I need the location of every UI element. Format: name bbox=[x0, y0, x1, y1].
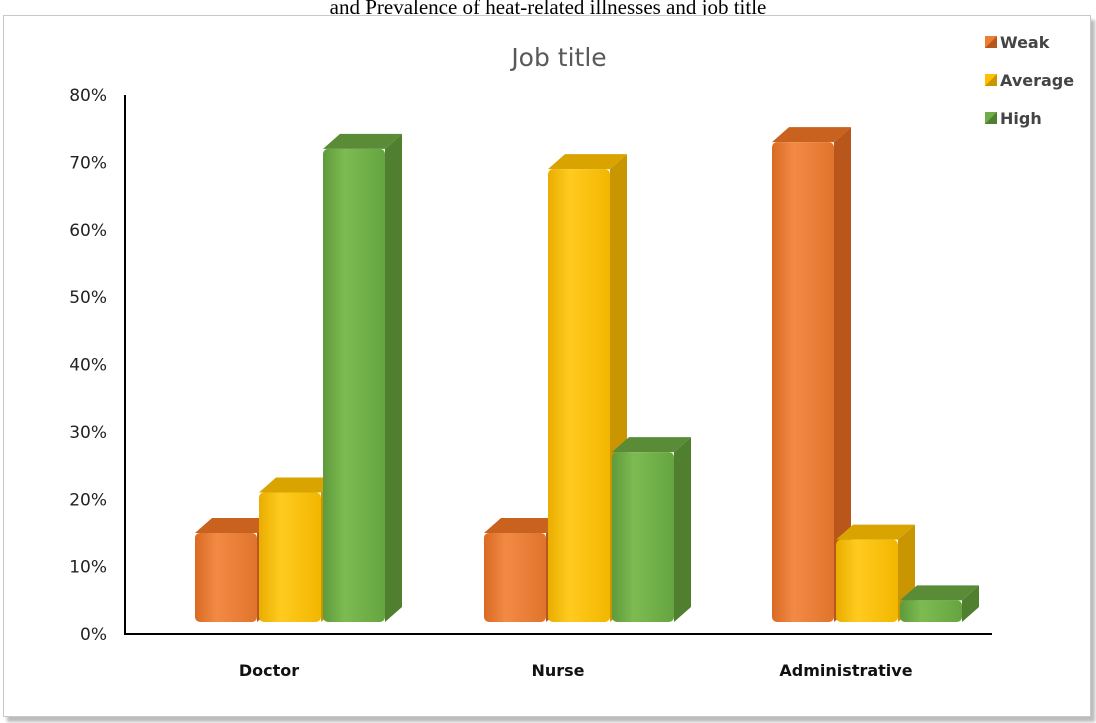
y-tick-label: 70% bbox=[69, 153, 107, 173]
y-tick-label: 30% bbox=[69, 423, 107, 443]
bar-high-administrative bbox=[900, 585, 979, 622]
bar-side bbox=[385, 133, 402, 622]
bar-front bbox=[323, 148, 385, 622]
axes bbox=[124, 95, 992, 635]
legend: Weak Average High bbox=[985, 33, 1074, 128]
bar-top bbox=[548, 154, 627, 170]
legend-swatch-shade bbox=[985, 36, 997, 48]
legend-swatch-shade bbox=[985, 74, 997, 86]
y-axis-ticks: 0% 10% 20% 30% 40% 50% 60% 70% 80% bbox=[69, 86, 107, 645]
bar-front bbox=[548, 169, 610, 623]
legend-item-high: High bbox=[985, 109, 1042, 128]
bar-top bbox=[836, 524, 915, 540]
y-tick-label: 0% bbox=[80, 625, 107, 645]
y-tick-label: 80% bbox=[69, 86, 107, 106]
bar-front bbox=[259, 492, 321, 622]
bar-high-nurse bbox=[612, 437, 691, 622]
legend-label: Weak bbox=[1000, 33, 1050, 52]
bar-side bbox=[962, 585, 979, 622]
bar-weak-administrative bbox=[772, 127, 851, 622]
x-axis-ticks: Doctor Nurse Administrative bbox=[239, 661, 913, 680]
bar-side bbox=[834, 127, 851, 622]
x-tick-label: Doctor bbox=[239, 661, 299, 680]
chart-title: Job title bbox=[509, 43, 606, 72]
legend-label: High bbox=[1000, 109, 1042, 128]
bar-top bbox=[484, 517, 563, 533]
legend-item-weak: Weak bbox=[985, 33, 1050, 52]
y-tick-label: 50% bbox=[69, 288, 107, 308]
bar-front bbox=[836, 539, 898, 622]
figure-caption: and Prevalence of heat-related illnesses… bbox=[329, 0, 767, 19]
x-tick-label: Nurse bbox=[531, 661, 584, 680]
legend-item-average: Average bbox=[985, 71, 1074, 90]
y-tick-label: 40% bbox=[69, 356, 107, 376]
x-tick-label: Administrative bbox=[779, 661, 912, 680]
bars bbox=[195, 127, 979, 623]
bar-top bbox=[259, 477, 338, 493]
bar-top bbox=[612, 437, 691, 453]
y-tick-label: 60% bbox=[69, 221, 107, 241]
bar-front bbox=[772, 142, 834, 622]
legend-swatch-shade bbox=[985, 112, 997, 124]
bar-front bbox=[900, 600, 962, 622]
y-tick-label: 20% bbox=[69, 490, 107, 510]
bar-top bbox=[900, 585, 979, 601]
y-tick-label: 10% bbox=[69, 558, 107, 578]
bar-high-doctor bbox=[323, 133, 402, 622]
bar-average-administrative bbox=[836, 524, 915, 622]
bar-front bbox=[612, 452, 674, 622]
bar-top bbox=[195, 517, 274, 533]
bar-front bbox=[195, 532, 257, 622]
bar-top bbox=[323, 133, 402, 149]
bar-front bbox=[484, 532, 546, 622]
legend-label: Average bbox=[1000, 71, 1074, 90]
bar-top bbox=[772, 127, 851, 143]
bar-side bbox=[674, 437, 691, 622]
